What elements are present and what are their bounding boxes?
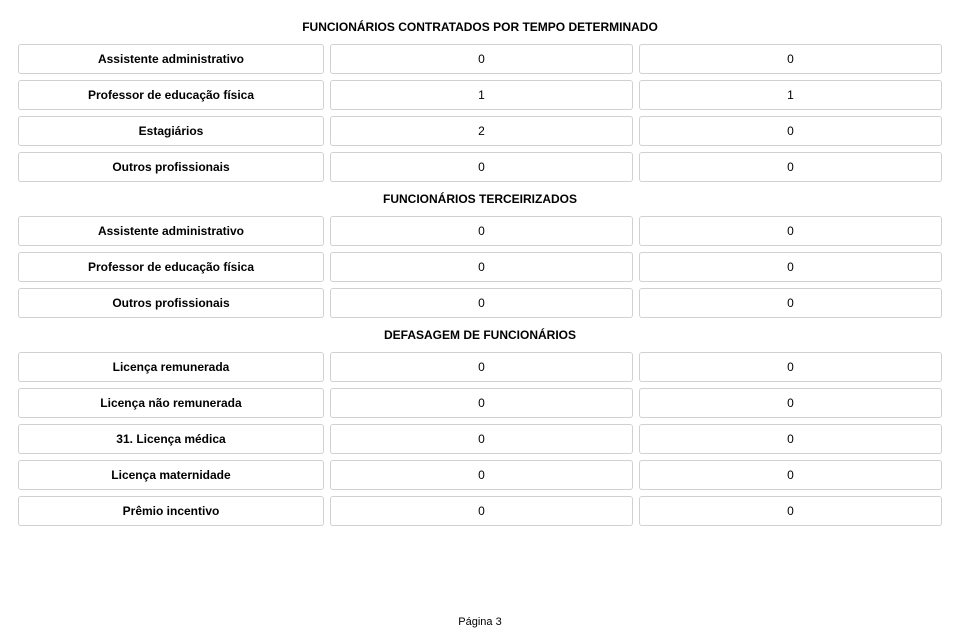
row-value-2: 0 (639, 424, 942, 454)
table-row: Licença remunerada00 (18, 352, 942, 382)
row-value-2: 0 (639, 288, 942, 318)
row-value-1: 0 (330, 388, 633, 418)
section-title: FUNCIONÁRIOS CONTRATADOS POR TEMPO DETER… (18, 16, 942, 44)
row-label: Licença não remunerada (18, 388, 324, 418)
row-label: 31. Licença médica (18, 424, 324, 454)
row-value-1: 0 (330, 288, 633, 318)
row-value-1: 0 (330, 216, 633, 246)
row-label: Outros profissionais (18, 152, 324, 182)
table-row: Estagiários20 (18, 116, 942, 146)
row-label: Licença maternidade (18, 460, 324, 490)
row-label: Assistente administrativo (18, 44, 324, 74)
table-row: Professor de educação física11 (18, 80, 942, 110)
row-value-1: 0 (330, 152, 633, 182)
table-row: Licença maternidade00 (18, 460, 942, 490)
table-row: Outros profissionais00 (18, 152, 942, 182)
row-label: Professor de educação física (18, 252, 324, 282)
row-value-1: 0 (330, 252, 633, 282)
row-value-2: 0 (639, 152, 942, 182)
row-value-1: 1 (330, 80, 633, 110)
section-title: DEFASAGEM DE FUNCIONÁRIOS (18, 324, 942, 352)
row-label: Assistente administrativo (18, 216, 324, 246)
row-value-2: 0 (639, 388, 942, 418)
section-title: FUNCIONÁRIOS TERCEIRIZADOS (18, 188, 942, 216)
table-row: Professor de educação física00 (18, 252, 942, 282)
row-value-2: 0 (639, 496, 942, 526)
row-value-1: 0 (330, 424, 633, 454)
page-footer: Página 3 (18, 616, 942, 628)
row-value-1: 0 (330, 496, 633, 526)
row-value-1: 0 (330, 352, 633, 382)
row-label: Professor de educação física (18, 80, 324, 110)
row-value-2: 0 (639, 116, 942, 146)
row-value-2: 0 (639, 460, 942, 490)
row-value-2: 0 (639, 252, 942, 282)
row-label: Licença remunerada (18, 352, 324, 382)
row-label: Estagiários (18, 116, 324, 146)
row-value-2: 1 (639, 80, 942, 110)
table-row: Assistente administrativo00 (18, 44, 942, 74)
tables-container: FUNCIONÁRIOS CONTRATADOS POR TEMPO DETER… (18, 16, 942, 526)
row-value-2: 0 (639, 44, 942, 74)
row-value-1: 2 (330, 116, 633, 146)
row-value-2: 0 (639, 216, 942, 246)
table-row: Assistente administrativo00 (18, 216, 942, 246)
table-row: 31. Licença médica00 (18, 424, 942, 454)
table-row: Outros profissionais00 (18, 288, 942, 318)
row-value-1: 0 (330, 460, 633, 490)
row-value-1: 0 (330, 44, 633, 74)
row-label: Prêmio incentivo (18, 496, 324, 526)
row-label: Outros profissionais (18, 288, 324, 318)
table-row: Licença não remunerada00 (18, 388, 942, 418)
row-value-2: 0 (639, 352, 942, 382)
table-row: Prêmio incentivo00 (18, 496, 942, 526)
